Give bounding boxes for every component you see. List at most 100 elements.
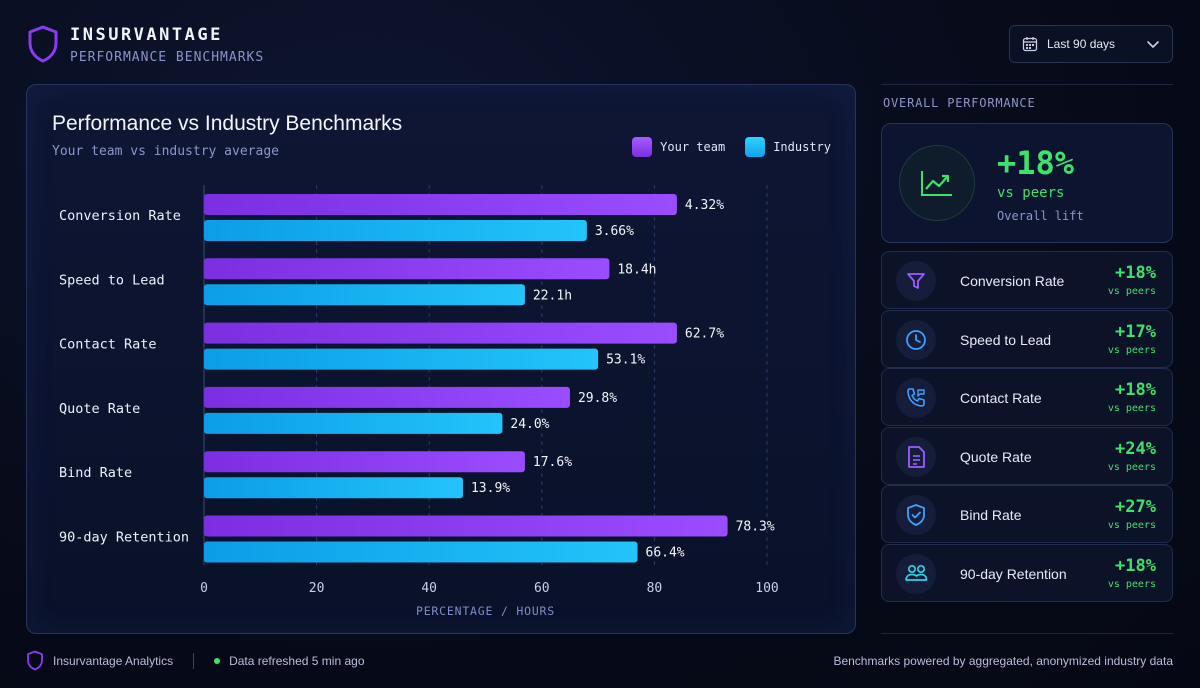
metric-card-contact-rate[interactable]: Contact Rate +18% vs peers bbox=[881, 368, 1173, 426]
bar-your-team bbox=[204, 322, 677, 344]
date-range-label: Last 90 days bbox=[1047, 37, 1116, 51]
phone-icon bbox=[896, 378, 936, 418]
bar-your-team bbox=[204, 194, 677, 215]
shield-logo-icon bbox=[28, 25, 58, 63]
clock-icon bbox=[896, 320, 936, 360]
x-tick-label: 0 bbox=[200, 581, 208, 596]
funnel-icon bbox=[896, 261, 936, 301]
data-label: 4.32% bbox=[685, 198, 724, 213]
chevron-down-icon bbox=[1147, 41, 1159, 48]
metric-card-bind-rate[interactable]: Bind Rate +27% vs peers bbox=[881, 485, 1173, 543]
metric-value: +18% bbox=[1115, 380, 1156, 400]
data-label: 22.1h bbox=[533, 288, 572, 303]
data-label: 66.4% bbox=[646, 546, 685, 561]
data-label: 53.1% bbox=[606, 353, 645, 368]
panel-divider bbox=[881, 84, 1173, 85]
data-label: 13.9% bbox=[471, 481, 510, 496]
footer-left: Insurvantage Analytics Data refreshed 5 … bbox=[26, 650, 365, 671]
data-label: 17.6% bbox=[533, 455, 572, 470]
metric-label: 90-day Retention bbox=[960, 566, 1067, 582]
category-label: Conversion Rate bbox=[59, 208, 181, 224]
overall-value: +18% bbox=[997, 144, 1075, 182]
overall-note: Overall lift bbox=[997, 209, 1084, 223]
bar-industry bbox=[204, 348, 599, 370]
category-label: Bind Rate bbox=[59, 465, 132, 481]
footer-brand: Insurvantage Analytics bbox=[53, 653, 174, 668]
status-dot-icon bbox=[214, 657, 221, 664]
metric-sub: vs peers bbox=[1107, 345, 1156, 356]
bar-chart: 0 20 40 60 80 100 PERCENTAGE / HOURS Conversion… bbox=[59, 185, 779, 618]
bar-industry bbox=[204, 477, 463, 499]
metric-sub: vs peers bbox=[1107, 403, 1156, 414]
metric-label: Bind Rate bbox=[960, 507, 1022, 523]
metric-label: Speed to Lead bbox=[960, 332, 1052, 348]
footer-separator bbox=[193, 652, 195, 669]
x-tick-label: 80 bbox=[647, 581, 663, 596]
metric-sub: vs peers bbox=[1107, 520, 1156, 531]
legend-label-industry: Industry bbox=[773, 140, 831, 154]
category-label: Contact Rate bbox=[59, 337, 157, 353]
x-tick-label: 40 bbox=[421, 581, 437, 596]
data-label: 78.3% bbox=[736, 520, 775, 535]
metric-sub: vs peers bbox=[1107, 286, 1156, 297]
legend-swatch-industry bbox=[745, 137, 766, 157]
brand: INSURVANTAGE PERFORMANCE BENCHMARKS bbox=[26, 24, 264, 65]
x-tick-label: 100 bbox=[755, 581, 778, 596]
chart-legend: Your team Industry bbox=[612, 137, 831, 157]
metric-card-quote-rate[interactable]: Quote Rate +24% vs peers bbox=[881, 427, 1173, 485]
date-range-select[interactable]: Last 90 days bbox=[1009, 25, 1173, 63]
users-icon bbox=[896, 554, 936, 594]
x-tick-label: 60 bbox=[534, 581, 550, 596]
overall-performance-card: +18% vs peers Overall lift bbox=[881, 123, 1173, 243]
bar-your-team bbox=[204, 386, 570, 408]
metric-label: Contact Rate bbox=[960, 390, 1042, 406]
chart-title: Performance vs Industry Benchmarks bbox=[52, 112, 403, 135]
metric-card-speed-to-lead[interactable]: Speed to Lead +17% vs peers bbox=[881, 310, 1173, 368]
metric-label: Quote Rate bbox=[960, 449, 1032, 465]
bar-industry bbox=[204, 412, 503, 434]
brand-subtitle: PERFORMANCE BENCHMARKS bbox=[70, 50, 265, 65]
data-label: 3.66% bbox=[595, 224, 634, 239]
bar-your-team bbox=[204, 451, 525, 473]
metric-label: Conversion Rate bbox=[960, 273, 1065, 289]
chart-subtitle: Your team vs industry average bbox=[52, 144, 279, 159]
document-icon bbox=[896, 437, 936, 477]
overall-sub: vs peers bbox=[997, 185, 1065, 201]
legend-item-industry: Industry bbox=[745, 137, 831, 157]
legend-item-your-team: Your team bbox=[632, 137, 725, 157]
metric-value: +24% bbox=[1115, 439, 1156, 459]
metric-value: +18% bbox=[1115, 556, 1156, 576]
footer-note: Benchmarks powered by aggregated, anonym… bbox=[833, 654, 1173, 668]
metric-sub: vs peers bbox=[1107, 462, 1156, 473]
benchmark-chart-card: Performance vs Industry Benchmarks Your … bbox=[26, 84, 856, 634]
bar-your-team bbox=[204, 258, 610, 280]
brand-name: INSURVANTAGE bbox=[70, 25, 223, 45]
bar-industry bbox=[204, 541, 638, 563]
data-label: 24.0% bbox=[510, 417, 549, 432]
category-label: Quote Rate bbox=[59, 401, 140, 417]
calendar-icon bbox=[1022, 37, 1038, 52]
shield-logo-icon bbox=[27, 650, 43, 671]
shield-check-icon bbox=[896, 495, 936, 535]
metric-value: +18% bbox=[1115, 263, 1156, 283]
footer-divider bbox=[881, 633, 1173, 634]
metric-card-conversion-rate[interactable]: Conversion Rate +18% vs peers bbox=[881, 251, 1173, 309]
trend-up-icon bbox=[899, 145, 975, 221]
metric-sub: vs peers bbox=[1107, 579, 1156, 590]
x-tick-label: 20 bbox=[309, 581, 325, 596]
metric-value: +17% bbox=[1115, 322, 1156, 342]
metric-value: +27% bbox=[1115, 497, 1156, 517]
data-label: 29.8% bbox=[578, 391, 617, 406]
x-axis-title: PERCENTAGE / HOURS bbox=[416, 604, 555, 618]
category-label: 90-day Retention bbox=[59, 530, 189, 546]
bar-industry bbox=[204, 284, 525, 306]
metric-card-90-day-retention[interactable]: 90-day Retention +18% vs peers bbox=[881, 544, 1173, 602]
bar-industry bbox=[204, 220, 587, 241]
data-label: 18.4h bbox=[617, 262, 656, 277]
bar-your-team bbox=[204, 515, 728, 537]
data-label: 62.7% bbox=[685, 327, 724, 342]
category-label: Speed to Lead bbox=[59, 272, 165, 288]
section-title: OVERALL PERFORMANCE bbox=[883, 96, 1036, 110]
refresh-status: Data refreshed 5 min ago bbox=[229, 653, 365, 668]
legend-label-your-team: Your team bbox=[660, 140, 726, 154]
